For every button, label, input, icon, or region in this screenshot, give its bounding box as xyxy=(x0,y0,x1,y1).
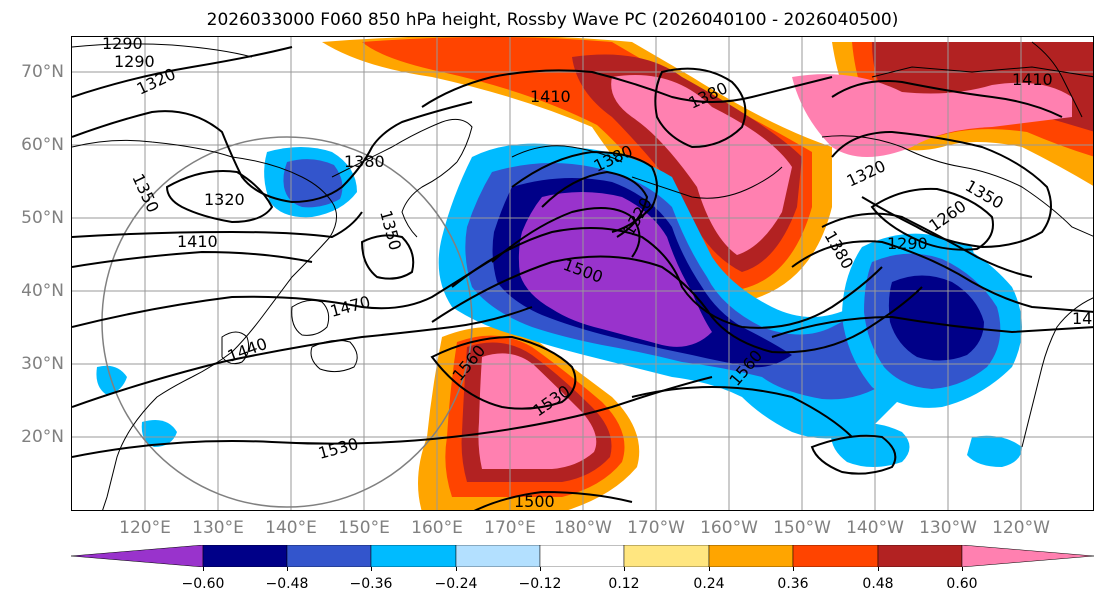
region-circle xyxy=(101,136,473,508)
colorbar-tick-label: 0.48 xyxy=(862,576,894,592)
colorbar-tickmark xyxy=(287,567,288,571)
contour-label: 1380 xyxy=(821,228,858,273)
lat-label-50n: 50°N xyxy=(21,208,64,228)
lon-label-150e: 150°E xyxy=(338,518,390,538)
contour-label: 1530 xyxy=(316,434,360,463)
map-title: 2026033000 F060 850 hPa height, Rossby W… xyxy=(206,10,899,30)
contour-label: 1470 xyxy=(328,292,372,321)
map-panel: 1290 1290 1320 1410 1380 1350 1320 1410 … xyxy=(71,36,1094,511)
colorbar-tick-label: 0.36 xyxy=(777,576,809,592)
colorbar-tick-label: 0.60 xyxy=(946,576,978,592)
contour-label: 1290 xyxy=(102,37,143,53)
colorbar-segment xyxy=(370,545,457,567)
colorbar-tickmark xyxy=(371,567,372,571)
map-canvas: 1290 1290 1320 1410 1380 1350 1320 1410 … xyxy=(72,37,1093,511)
contour-label: 1500 xyxy=(514,492,555,511)
colorbar-tickmark xyxy=(709,567,710,571)
contour-label: 1350 xyxy=(376,208,405,252)
colorbar-tick-label: −0.12 xyxy=(518,576,562,592)
colorbar-segment xyxy=(455,545,541,567)
colorbar-tick-label: −0.60 xyxy=(181,576,225,592)
contour-label: 1410 xyxy=(177,232,218,251)
lat-label-40n: 40°N xyxy=(21,281,64,301)
colorbar-tickmark xyxy=(540,567,541,571)
contour-label: 1440 xyxy=(225,334,270,366)
lon-label-130w: 130°W xyxy=(919,518,977,538)
contour-label: 1380 xyxy=(344,152,385,171)
colorbar-segment xyxy=(202,545,288,567)
colorbar-tickmark xyxy=(624,567,625,571)
colorbar-tick-label: 0.12 xyxy=(608,576,640,592)
height-contours xyxy=(72,46,1093,510)
colorbar-segment xyxy=(792,545,879,567)
lon-label-170w: 170°W xyxy=(627,518,685,538)
contour-label: 1350 xyxy=(962,176,1007,213)
contour-label: 1290 xyxy=(114,52,155,71)
colorbar-segment xyxy=(623,545,710,567)
contour-label: 14 xyxy=(1072,309,1092,328)
colorbar-segment xyxy=(961,545,1094,567)
lon-label-130e: 130°E xyxy=(192,518,244,538)
colorbar xyxy=(71,545,1094,567)
contour-label: 1410 xyxy=(530,87,571,106)
contour-label: 1350 xyxy=(128,171,162,216)
lon-label-140w: 140°W xyxy=(846,518,904,538)
lon-label-150w: 150°W xyxy=(773,518,831,538)
colorbar-tick-label: −0.36 xyxy=(349,576,393,592)
colorbar-segment xyxy=(708,545,794,567)
lon-label-160w: 160°W xyxy=(700,518,758,538)
lon-label-180w: 180°W xyxy=(554,518,612,538)
colorbar-tick-label: −0.48 xyxy=(265,576,309,592)
colorbar-tickmark xyxy=(203,567,204,571)
contour-label: 1290 xyxy=(887,234,928,253)
colorbar-tickmark xyxy=(793,567,794,571)
lon-label-170e: 170°E xyxy=(484,518,536,538)
contour-label: 1320 xyxy=(844,156,889,190)
lat-label-60n: 60°N xyxy=(21,135,64,155)
contour-label: 1410 xyxy=(1012,70,1053,89)
colorbar-tickmark xyxy=(962,567,963,571)
colorbar-segment xyxy=(286,545,372,567)
colorbar-tick-label: −0.24 xyxy=(434,576,478,592)
colorbar-segment xyxy=(539,545,625,567)
lat-label-70n: 70°N xyxy=(21,62,64,82)
colorbar-segment xyxy=(71,545,204,567)
graticule xyxy=(72,37,1093,510)
lon-label-120w: 120°W xyxy=(992,518,1050,538)
colorbar-segments xyxy=(71,545,1094,567)
lon-label-120e: 120°E xyxy=(119,518,171,538)
colorbar-tick-label: 0.24 xyxy=(693,576,725,592)
lat-label-30n: 30°N xyxy=(21,354,64,374)
colorbar-tickmark xyxy=(878,567,879,571)
colorbar-tickmark xyxy=(456,567,457,571)
colorbar-segment xyxy=(877,545,963,567)
contour-label: 1320 xyxy=(204,190,245,209)
lon-label-140e: 140°E xyxy=(265,518,317,538)
lat-label-20n: 20°N xyxy=(21,427,64,447)
lon-label-160e: 160°E xyxy=(411,518,463,538)
